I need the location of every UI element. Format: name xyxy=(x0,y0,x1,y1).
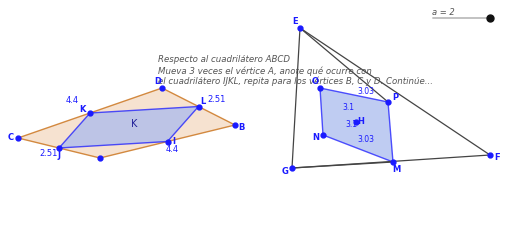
Text: Respecto al cuadrilátero ABCD: Respecto al cuadrilátero ABCD xyxy=(158,55,290,64)
Text: 4.4: 4.4 xyxy=(166,144,179,154)
Text: 3.1: 3.1 xyxy=(342,103,354,112)
Text: H: H xyxy=(357,117,365,126)
Text: J: J xyxy=(57,150,60,160)
Text: P: P xyxy=(392,94,398,102)
Text: 2.51: 2.51 xyxy=(40,149,58,158)
Text: el cuadrilátero IJKL, repita para los vértices B, C y D. Continúe...: el cuadrilátero IJKL, repita para los vé… xyxy=(158,77,433,86)
Text: a = 2: a = 2 xyxy=(432,8,455,17)
Text: 3.03: 3.03 xyxy=(357,87,374,96)
Text: M: M xyxy=(392,164,400,173)
Text: L: L xyxy=(200,97,205,106)
Text: D: D xyxy=(155,78,161,86)
Polygon shape xyxy=(320,88,393,162)
Text: 4.4: 4.4 xyxy=(66,96,78,105)
Text: K: K xyxy=(79,106,85,114)
Text: 3.1: 3.1 xyxy=(345,120,357,129)
Text: E: E xyxy=(292,18,298,26)
Text: K: K xyxy=(131,119,137,129)
Polygon shape xyxy=(59,106,199,148)
Text: F: F xyxy=(494,154,500,162)
Polygon shape xyxy=(18,88,235,158)
Text: C: C xyxy=(8,134,14,142)
Text: 3.03: 3.03 xyxy=(357,135,374,144)
Text: N: N xyxy=(312,134,319,142)
Text: O: O xyxy=(311,78,318,86)
Text: I: I xyxy=(172,137,175,146)
Text: B: B xyxy=(238,124,244,132)
Text: 2.51: 2.51 xyxy=(207,94,226,104)
Text: Mueva 3 veces el vértice A, anote qué ocurre con: Mueva 3 veces el vértice A, anote qué oc… xyxy=(158,66,372,76)
Text: G: G xyxy=(282,168,288,176)
